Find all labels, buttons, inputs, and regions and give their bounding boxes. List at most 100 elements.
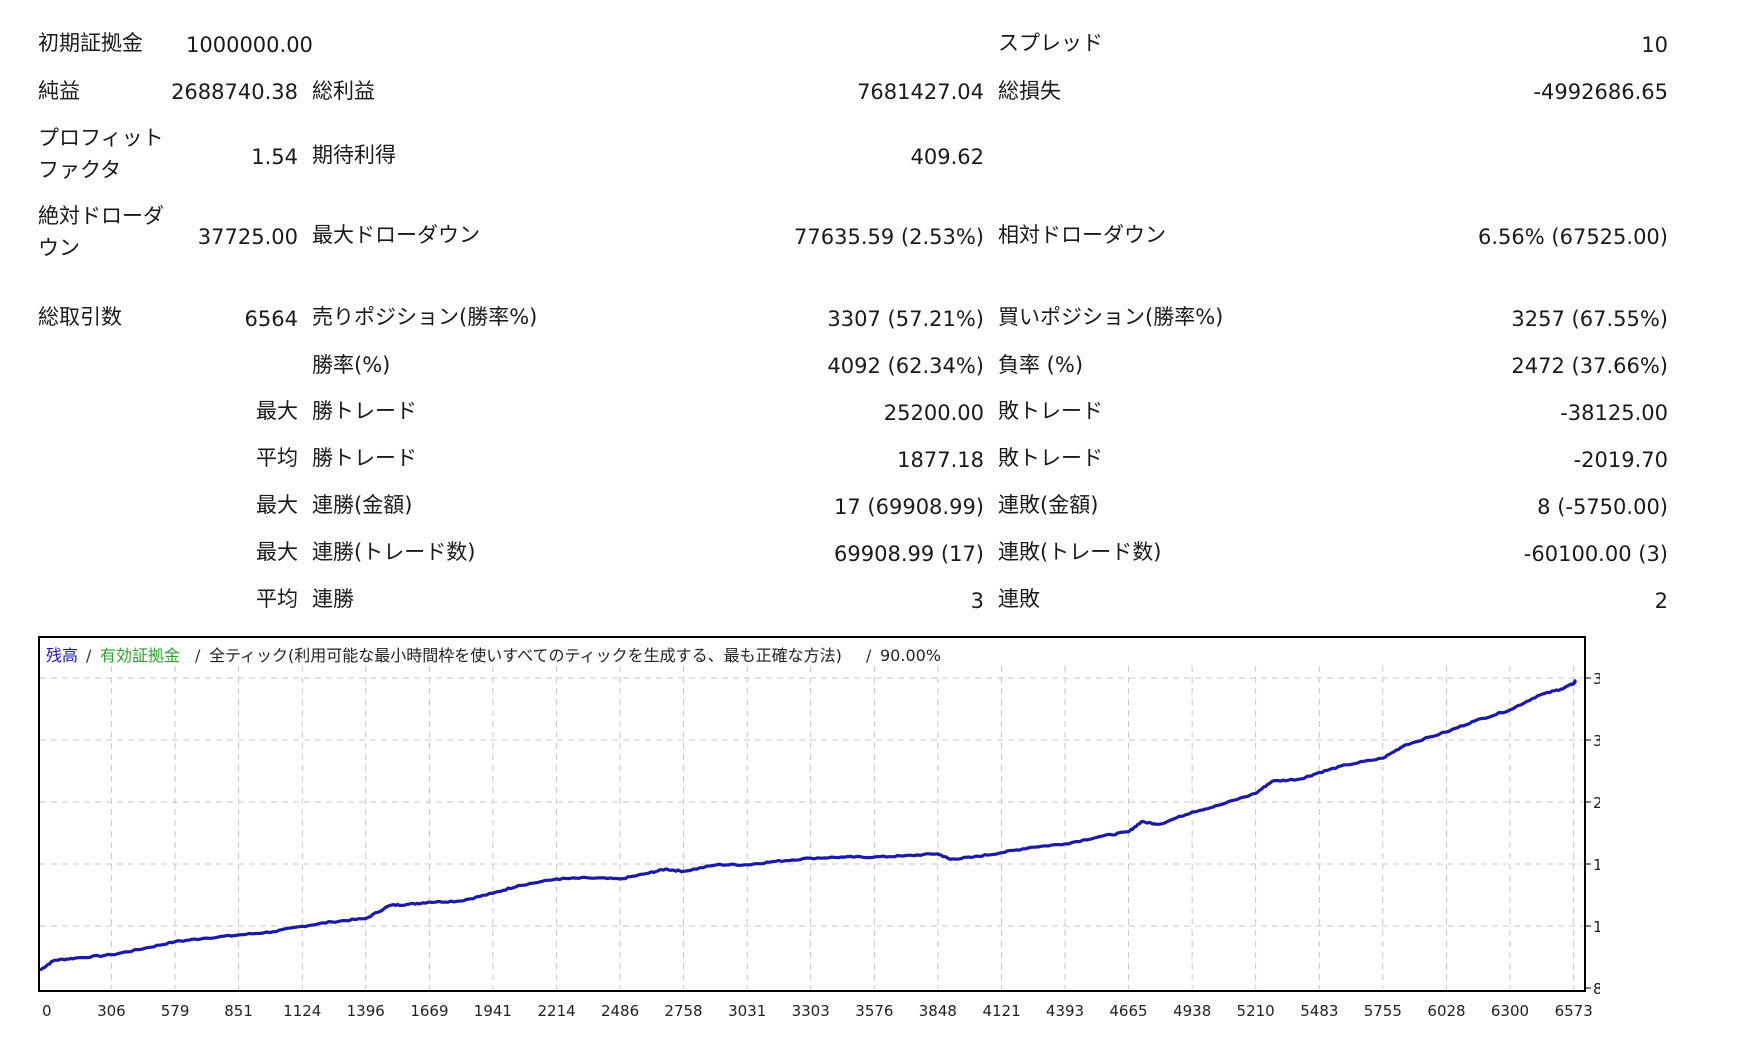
x-tick-label: 0	[42, 1002, 52, 1020]
short-positions-label: 売りポジション(勝率%)	[312, 305, 538, 329]
expected-payoff-label: 期待利得	[312, 143, 396, 167]
x-tick-label: 4393	[1046, 1002, 1084, 1020]
initial-deposit-label: 初期証拠金	[38, 31, 143, 55]
initial-deposit-value: 1000000.00	[186, 33, 313, 57]
max-consec-loss-amount-label: 連敗(金額)	[998, 493, 1099, 517]
long-positions-label: 買いポジション(勝率%)	[998, 305, 1224, 329]
x-tick-label: 3303	[792, 1002, 830, 1020]
x-tick-label: 2486	[601, 1002, 639, 1020]
y-tick-label: 837843	[1593, 980, 1600, 996]
largest-prefix: 最大	[256, 399, 298, 423]
max-consec-trades-prefix: 最大	[256, 540, 298, 564]
series-layer	[39, 679, 1577, 972]
max-consec-loss-amount-value: 8 (-5750.00)	[1537, 495, 1668, 519]
avg-consec-loss-value: 2	[1654, 589, 1668, 613]
x-tick-label: 2758	[664, 1002, 702, 1020]
rel-drawdown-value: 6.56% (67525.00)	[1478, 225, 1668, 249]
win-rate-label: 勝率(%)	[312, 353, 391, 377]
y-tick-label: 1966851	[1593, 856, 1600, 874]
x-tick-label: 2214	[537, 1002, 575, 1020]
y-tick-label: 3660362	[1593, 670, 1600, 688]
x-tick-label: 851	[224, 1002, 253, 1020]
max-consec-win-trades-label: 連勝(トレード数)	[312, 540, 476, 564]
avg-consec-prefix: 平均	[256, 587, 298, 611]
total-trades-value: 6564	[244, 307, 298, 331]
largest-loss-value: -38125.00	[1560, 401, 1668, 425]
report-summary: 初期証拠金 1000000.00 スプレッド 10 純益 2688740.38 …	[38, 31, 1668, 613]
gross-profit-label: 総利益	[312, 79, 375, 103]
average-win-value: 1877.18	[897, 448, 984, 472]
plot-background	[38, 636, 1600, 996]
average-prefix: 平均	[256, 446, 298, 470]
max-consec-win-trades-value: 69908.99 (17)	[834, 542, 984, 566]
y-tick-label: 3095858	[1593, 732, 1600, 750]
spread-value: 10	[1641, 33, 1668, 57]
legend-balance: 残高	[46, 646, 78, 665]
profit-factor-value: 1.54	[251, 145, 298, 169]
max-drawdown-value: 77635.59 (2.53%)	[794, 225, 984, 249]
max-consec-loss-trades-label: 連敗(トレード数)	[998, 540, 1162, 564]
balance-chart-svg: 3660362 3095858 2531354 1966851 1402347 83784…	[38, 636, 1660, 998]
legend-sep-1: /	[86, 646, 92, 665]
abs-drawdown-label: 絶対ドローダ ウン	[38, 204, 164, 260]
short-positions-value: 3307 (57.21%)	[827, 307, 984, 331]
x-tick-label: 6573	[1555, 1002, 1593, 1020]
max-consec-win-amount-label: 連勝(金額)	[312, 493, 413, 517]
x-tick-label: 306	[97, 1002, 126, 1020]
largest-win-label: 勝トレード	[312, 399, 417, 423]
abs-drawdown-value: 37725.00	[197, 225, 298, 249]
profit-factor-label: プロフィット ファクタ	[38, 126, 164, 182]
rel-drawdown-label: 相対ドローダウン	[998, 223, 1166, 247]
average-loss-value: -2019.70	[1573, 448, 1668, 472]
x-tick-label: 5210	[1237, 1002, 1275, 1020]
long-positions-value: 3257 (67.55%)	[1511, 307, 1668, 331]
x-tick-label: 4121	[982, 1002, 1020, 1020]
legend-model: 全ティック(利用可能な最小時間枠を使いすべてのティックを生成する、最も正確な方法…	[209, 646, 842, 665]
x-tick-label: 579	[161, 1002, 190, 1020]
gross-loss-label: 総損失	[998, 79, 1061, 103]
legend-quality: 90.00%	[880, 646, 941, 665]
total-trades-label: 総取引数	[38, 305, 122, 329]
x-axis: 0 306 579 851 1124 1396 1669 1941 2214 2486 2758 30…	[42, 1002, 1593, 1020]
gross-loss-value: -4992686.65	[1533, 80, 1668, 104]
x-tick-label: 1124	[283, 1002, 321, 1020]
max-consec-win-amount-value: 17 (69908.99)	[834, 495, 984, 519]
largest-win-value: 25200.00	[883, 401, 984, 425]
avg-consec-loss-label: 連敗	[998, 587, 1040, 611]
gross-profit-value: 7681427.04	[857, 80, 984, 104]
max-consec-amount-prefix: 最大	[256, 493, 298, 517]
x-tick-label: 1941	[474, 1002, 512, 1020]
avg-consec-win-label: 連勝	[312, 587, 354, 611]
y-tick-label: 1402347	[1593, 918, 1600, 936]
loss-rate-label: 負率 (%)	[998, 353, 1084, 377]
average-win-label: 勝トレード	[312, 446, 417, 470]
avg-consec-win-value: 3	[970, 589, 984, 613]
x-tick-label: 5755	[1364, 1002, 1402, 1020]
plot-frame	[38, 636, 1586, 992]
legend-equity: 有効証拠金	[100, 646, 180, 665]
largest-loss-label: 敗トレード	[998, 399, 1103, 423]
spread-label: スプレッド	[998, 31, 1103, 55]
y-tick-label: 2531354	[1593, 794, 1600, 812]
max-consec-loss-trades-value: -60100.00 (3)	[1523, 542, 1668, 566]
legend-sep-3: /	[866, 646, 872, 665]
x-tick-label: 4665	[1109, 1002, 1147, 1020]
average-loss-label: 敗トレード	[998, 446, 1103, 470]
x-tick-label: 6028	[1427, 1002, 1465, 1020]
max-drawdown-label: 最大ドローダウン	[312, 223, 480, 247]
x-tick-label: 3576	[855, 1002, 893, 1020]
x-tick-label: 1669	[410, 1002, 448, 1020]
x-tick-label: 1396	[347, 1002, 385, 1020]
net-profit-value: 2688740.38	[171, 80, 298, 104]
x-tick-label: 3848	[919, 1002, 957, 1020]
legend-sep-2: /	[195, 646, 201, 665]
win-rate-value: 4092 (62.34%)	[827, 354, 984, 378]
balance-series-line	[39, 679, 1577, 972]
x-tick-label: 3031	[728, 1002, 766, 1020]
balance-chart: 3660362 3095858 2531354 1966851 1402347 83784…	[38, 636, 1660, 1020]
grid-lines	[40, 666, 1583, 989]
x-tick-label: 5483	[1300, 1002, 1338, 1020]
expected-payoff-value: 409.62	[910, 145, 984, 169]
x-tick-label: 6300	[1491, 1002, 1529, 1020]
x-tick-label: 4938	[1173, 1002, 1211, 1020]
